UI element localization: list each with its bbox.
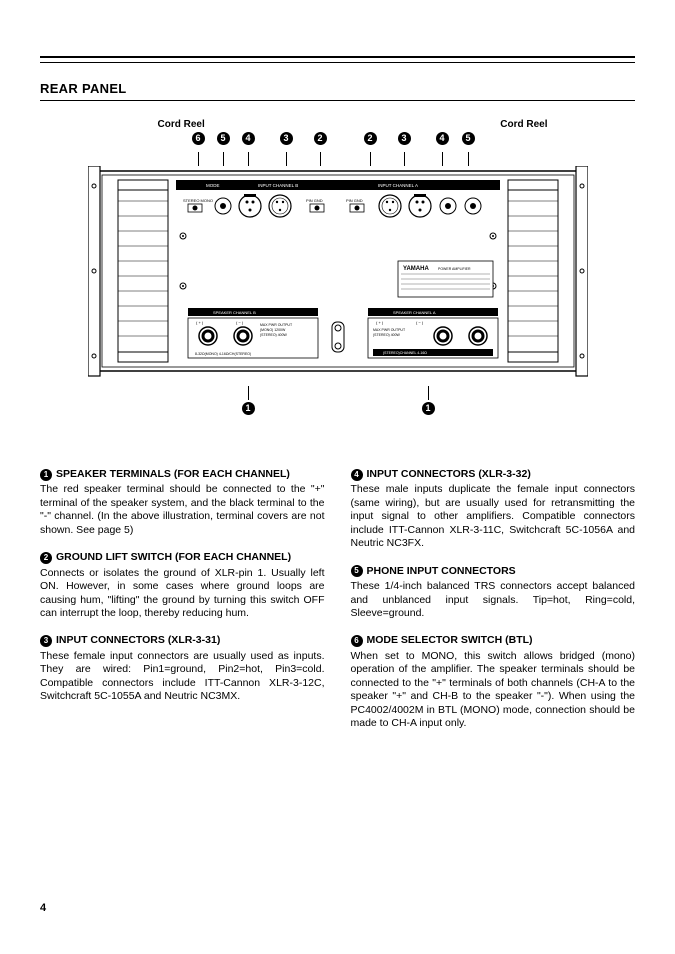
bottom-callout-row: 11	[88, 402, 588, 418]
item-title: 3 INPUT CONNECTORS (XLR-3-31)	[40, 634, 325, 647]
svg-text:MAX PWR OUTPUT: MAX PWR OUTPUT	[373, 328, 406, 332]
description-columns: 1 SPEAKER TERMINALS (FOR EACH CHANNEL) The…	[40, 468, 635, 744]
leader-line	[320, 152, 321, 166]
label-stereo-mono: STEREO MONO	[183, 198, 213, 203]
center-clamp	[332, 322, 344, 352]
cord-reel-left	[118, 180, 168, 362]
page-number: 4	[40, 902, 46, 914]
label-input-b: INPUT CHANNEL B	[258, 183, 298, 188]
item-number-badge: 2	[40, 552, 52, 564]
item-number-badge: 1	[40, 469, 52, 481]
leader-line	[404, 152, 405, 166]
column-right: 4 INPUT CONNECTORS (XLR-3-32) These male i…	[351, 468, 636, 744]
callout-number: 4	[242, 132, 255, 145]
column-left: 1 SPEAKER TERMINALS (FOR EACH CHANNEL) The…	[40, 468, 325, 744]
item-number-badge: 6	[351, 635, 363, 647]
rear-panel-svg: MODE INPUT CHANNEL B INPUT CHANNEL A STE…	[88, 166, 588, 386]
callout-number: 5	[462, 132, 475, 145]
item-body: Connects or isolates the ground of XLR-p…	[40, 567, 325, 621]
leader-line	[370, 152, 371, 166]
svg-text:( + ): ( + )	[376, 320, 384, 325]
cord-reel-right	[508, 180, 558, 362]
bottom-leader-row	[88, 386, 588, 400]
svg-text:( + ): ( + )	[196, 320, 204, 325]
callout-number: 1	[242, 402, 255, 415]
svg-text:(MONO) 1200W: (MONO) 1200W	[260, 328, 286, 332]
label-ohm-b: 8-32Ω(MONO) 4-16Ω/CH(STEREO)	[195, 352, 251, 356]
item-title-text: PHONE INPUT CONNECTORS	[367, 565, 516, 578]
leader-line	[248, 152, 249, 166]
cord-reel-label-left: Cord Reel	[158, 119, 205, 130]
rule-under-title	[40, 100, 635, 101]
item-number-badge: 5	[351, 565, 363, 577]
callout-number: 2	[314, 132, 327, 145]
item-title-text: SPEAKER TERMINALS (FOR EACH CHANNEL)	[56, 468, 290, 481]
item-title: 1 SPEAKER TERMINALS (FOR EACH CHANNEL)	[40, 468, 325, 481]
section-title: REAR PANEL	[40, 81, 635, 96]
rule-top-thick	[40, 56, 635, 58]
description-item: 3 INPUT CONNECTORS (XLR-3-31) These female…	[40, 634, 325, 703]
item-title-text: GROUND LIFT SWITCH (FOR EACH CHANNEL)	[56, 551, 291, 564]
item-title: 4 INPUT CONNECTORS (XLR-3-32)	[351, 468, 636, 481]
svg-text:( − ): ( − )	[236, 320, 244, 325]
item-body: These female input connectors are usuall…	[40, 650, 325, 704]
svg-text:( − ): ( − )	[416, 320, 424, 325]
label-speaker-a: SPEAKER CHANNEL A	[393, 310, 436, 315]
item-number-badge: 3	[40, 635, 52, 647]
item-title: 2 GROUND LIFT SWITCH (FOR EACH CHANNEL)	[40, 551, 325, 564]
item-title: 6 MODE SELECTOR SWITCH (BTL)	[351, 634, 636, 647]
label-ohm-a: (STEREO)CHANNEL 4-16Ω	[383, 351, 427, 355]
leader-line	[248, 386, 249, 400]
leader-line	[442, 152, 443, 166]
description-item: 6 MODE SELECTOR SWITCH (BTL) When set to M…	[351, 634, 636, 730]
label-mode: MODE	[206, 183, 220, 188]
top-callout-row: 654322345	[88, 132, 588, 150]
callout-number: 5	[217, 132, 230, 145]
top-leader-row	[88, 152, 588, 166]
leader-line	[468, 152, 469, 166]
diagram-top-labels: Cord Reel Cord Reel	[88, 119, 588, 132]
description-item: 4 INPUT CONNECTORS (XLR-3-32) These male i…	[351, 468, 636, 551]
leader-line	[286, 152, 287, 166]
svg-text:MAX PWR OUTPUT: MAX PWR OUTPUT	[260, 323, 293, 327]
label-brand-sub: POWER AMPLIFIER	[438, 267, 471, 271]
callout-number: 3	[280, 132, 293, 145]
callout-number: 2	[364, 132, 377, 145]
item-title-text: INPUT CONNECTORS (XLR-3-32)	[367, 468, 531, 481]
svg-text:(STEREO) 400W: (STEREO) 400W	[260, 333, 288, 337]
item-body: When set to MONO, this switch allows bri…	[351, 650, 636, 731]
label-pin-gnd-b: PIN GND	[306, 198, 323, 203]
label-input-a: INPUT CHANNEL A	[378, 183, 418, 188]
leader-line	[198, 152, 199, 166]
description-item: 2 GROUND LIFT SWITCH (FOR EACH CHANNEL) Co…	[40, 551, 325, 620]
item-body: The red speaker terminal should be conne…	[40, 483, 325, 537]
callout-number: 3	[398, 132, 411, 145]
leader-line	[223, 152, 224, 166]
callout-number: 4	[436, 132, 449, 145]
item-number-badge: 4	[351, 469, 363, 481]
item-body: These male inputs duplicate the female i…	[351, 483, 636, 550]
svg-text:(STEREO) 400W: (STEREO) 400W	[373, 333, 401, 337]
label-pin-gnd-a: PIN GND	[346, 198, 363, 203]
description-item: 1 SPEAKER TERMINALS (FOR EACH CHANNEL) The…	[40, 468, 325, 537]
item-title-text: MODE SELECTOR SWITCH (BTL)	[367, 634, 533, 647]
item-title: 5 PHONE INPUT CONNECTORS	[351, 565, 636, 578]
callout-number: 1	[422, 402, 435, 415]
leader-line	[428, 386, 429, 400]
item-body: These 1/4-inch balanced TRS connectors a…	[351, 580, 636, 620]
speaker-terminals-a: ( + ) ( − ) MAX PWR OUTPUT (STEREO) 400W…	[368, 318, 498, 358]
speaker-terminals-b: ( + ) ( − ) MAX PWR OUTPUT (MONO) 1200W …	[188, 318, 318, 358]
callout-number: 6	[192, 132, 205, 145]
item-title-text: INPUT CONNECTORS (XLR-3-31)	[56, 634, 220, 647]
rear-panel-diagram: Cord Reel Cord Reel 654322345	[88, 119, 588, 418]
description-item: 5 PHONE INPUT CONNECTORS These 1/4-inch ba…	[351, 565, 636, 621]
cord-reel-label-right: Cord Reel	[500, 119, 547, 130]
label-brand: YAMAHA	[403, 266, 429, 272]
label-speaker-b: SPEAKER CHANNEL B	[213, 310, 256, 315]
rule-top-thin	[40, 62, 635, 63]
